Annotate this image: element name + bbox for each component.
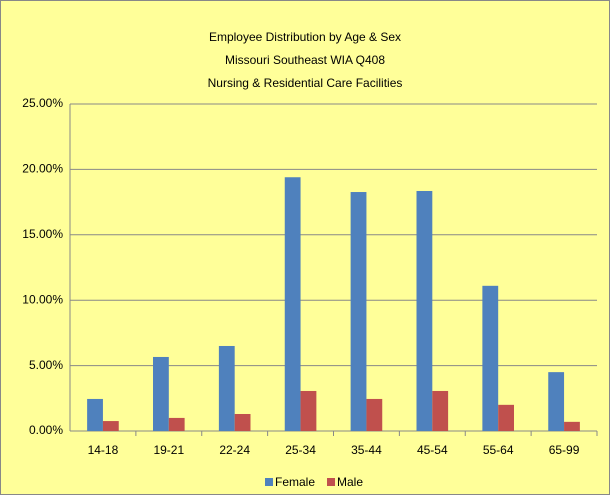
bar (366, 398, 383, 431)
y-tick-label: 15.00% (22, 227, 63, 241)
legend-label: Male (337, 475, 363, 489)
bar (300, 390, 317, 431)
bar (234, 413, 251, 431)
x-tick-label: 14-18 (88, 443, 119, 457)
y-tick-label: 20.00% (22, 162, 63, 176)
chart-title: Missouri Southeast WIA Q408 (225, 53, 385, 67)
y-tick-label: 10.00% (22, 292, 63, 306)
x-tick-label: 35-44 (351, 443, 382, 457)
x-tick-label: 45-54 (417, 443, 448, 457)
x-tick-label: 22-24 (219, 443, 250, 457)
bar (482, 285, 499, 431)
x-tick-label: 65-99 (549, 443, 580, 457)
bar (284, 177, 301, 431)
legend-label: Female (275, 475, 315, 489)
bar (416, 190, 433, 431)
x-tick-label: 19-21 (153, 443, 184, 457)
bar (153, 356, 169, 431)
x-tick-label: 25-34 (285, 443, 316, 457)
legend-swatch (327, 478, 336, 486)
bar (168, 417, 185, 431)
bar (564, 421, 580, 431)
y-tick-label: 25.00% (22, 96, 63, 110)
bar (218, 345, 235, 431)
chart-title: Nursing & Residential Care Facilities (208, 76, 403, 90)
y-tick-label: 5.00% (29, 358, 63, 372)
bar (498, 404, 514, 431)
x-tick-label: 55-64 (483, 443, 514, 457)
legend-swatch (265, 478, 273, 486)
bar (350, 192, 367, 431)
y-tick-label: 0.00% (29, 423, 63, 437)
bar (87, 398, 103, 431)
chart-title: Employee Distribution by Age & Sex (209, 30, 401, 44)
bar (548, 372, 565, 431)
bar (102, 421, 119, 431)
bar (432, 390, 449, 431)
